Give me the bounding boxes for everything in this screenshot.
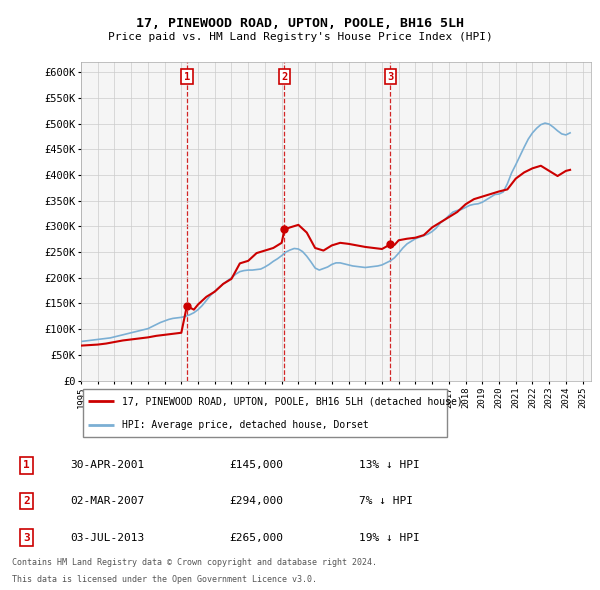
- Text: 03-JUL-2013: 03-JUL-2013: [71, 533, 145, 543]
- Text: 30-APR-2001: 30-APR-2001: [71, 460, 145, 470]
- Text: 1: 1: [184, 71, 190, 81]
- Text: 19% ↓ HPI: 19% ↓ HPI: [359, 533, 419, 543]
- Text: HPI: Average price, detached house, Dorset: HPI: Average price, detached house, Dors…: [122, 419, 368, 430]
- Text: 13% ↓ HPI: 13% ↓ HPI: [359, 460, 419, 470]
- Text: Contains HM Land Registry data © Crown copyright and database right 2024.: Contains HM Land Registry data © Crown c…: [12, 558, 377, 567]
- Text: 2: 2: [281, 71, 287, 81]
- Text: Price paid vs. HM Land Registry's House Price Index (HPI): Price paid vs. HM Land Registry's House …: [107, 32, 493, 42]
- Text: 1: 1: [23, 460, 30, 470]
- Text: £145,000: £145,000: [229, 460, 283, 470]
- Text: £294,000: £294,000: [229, 496, 283, 506]
- Text: 3: 3: [23, 533, 30, 543]
- Text: 3: 3: [387, 71, 394, 81]
- Text: 7% ↓ HPI: 7% ↓ HPI: [359, 496, 413, 506]
- Text: 17, PINEWOOD ROAD, UPTON, POOLE, BH16 5LH (detached house): 17, PINEWOOD ROAD, UPTON, POOLE, BH16 5L…: [122, 396, 463, 407]
- Text: 17, PINEWOOD ROAD, UPTON, POOLE, BH16 5LH: 17, PINEWOOD ROAD, UPTON, POOLE, BH16 5L…: [136, 17, 464, 30]
- Text: 2: 2: [23, 496, 30, 506]
- Text: £265,000: £265,000: [229, 533, 283, 543]
- Text: 02-MAR-2007: 02-MAR-2007: [71, 496, 145, 506]
- Text: This data is licensed under the Open Government Licence v3.0.: This data is licensed under the Open Gov…: [12, 575, 317, 584]
- FancyBboxPatch shape: [83, 389, 448, 437]
